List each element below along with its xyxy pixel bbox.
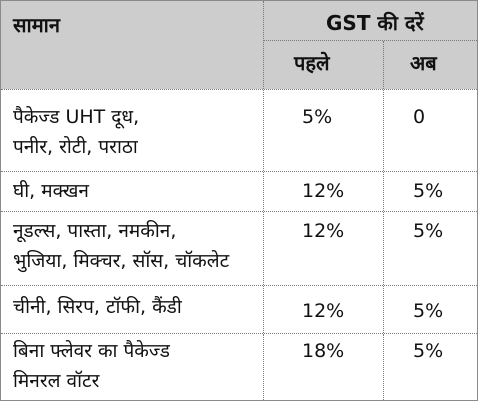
- item-cell: पैकेज्ड UHT दूध, पनीर, रोटी, पराठा: [1, 90, 264, 171]
- table-row: घी, मक्खन 12% 5%: [1, 171, 477, 211]
- header-now-cell: अब: [384, 41, 477, 89]
- now-rate-cell: 5%: [384, 172, 477, 211]
- now-rate: 5%: [413, 220, 444, 242]
- table-row: चीनी, सिरप, टॉफी, कैंडी 12% 5%: [1, 285, 477, 333]
- item-text: पैकेज्ड UHT दूध, पनीर, रोटी, पराठा: [13, 102, 261, 162]
- header-item-cell: सामान: [1, 1, 264, 89]
- before-rate: 18%: [302, 340, 345, 362]
- item-line-1: नूडल्स, पास्ता, नमकीन,: [13, 220, 177, 242]
- header-gst-cell: GST की दरें: [264, 1, 477, 41]
- item-text: बिना फ्लेवर का पैकेज्ड मिनरल वॉटर: [13, 336, 261, 396]
- before-rate-cell: 18%: [264, 334, 384, 400]
- now-rate: 0: [413, 106, 426, 128]
- item-text: चीनी, सिरप, टॉफी, कैंडी: [13, 292, 261, 322]
- item-line-1: चीनी, सिरप, टॉफी, कैंडी: [13, 296, 182, 318]
- item-cell: नूडल्स, पास्ता, नमकीन, भुजिया, मिक्चर, स…: [1, 212, 264, 285]
- item-text: नूडल्स, पास्ता, नमकीन, भुजिया, मिक्चर, स…: [13, 216, 261, 276]
- header-gst-title: GST की दरें: [326, 11, 424, 35]
- now-rate: 5%: [413, 340, 444, 362]
- item-cell: चीनी, सिरप, टॉफी, कैंडी: [1, 286, 264, 333]
- table-header: सामान GST की दरें पहले अब: [1, 1, 477, 89]
- table-row: बिना फ्लेवर का पैकेज्ड मिनरल वॉटर 18% 5%: [1, 333, 477, 400]
- before-rate-cell: 12%: [264, 212, 384, 285]
- item-line-1: बिना फ्लेवर का पैकेज्ड: [13, 340, 170, 362]
- item-line-1: पैकेज्ड UHT दूध,: [13, 106, 140, 128]
- header-now-label: अब: [410, 51, 437, 75]
- item-cell: बिना फ्लेवर का पैकेज्ड मिनरल वॉटर: [1, 334, 264, 400]
- item-text: घी, मक्खन: [13, 176, 261, 206]
- table-row: पैकेज्ड UHT दूध, पनीर, रोटी, पराठा 5% 0: [1, 89, 477, 171]
- before-rate: 12%: [302, 180, 345, 202]
- now-rate: 5%: [413, 180, 444, 202]
- now-rate-cell: 5%: [384, 212, 477, 285]
- item-line-2: भुजिया, मिक्चर, सॉस, चॉकलेट: [13, 250, 230, 272]
- item-line-1: घी, मक्खन: [13, 180, 89, 202]
- now-rate-cell: 0: [384, 90, 477, 171]
- header-before-label: पहले: [294, 51, 330, 75]
- before-rate: 12%: [302, 300, 345, 322]
- item-line-2: मिनरल वॉटर: [13, 370, 100, 392]
- item-line-2: पनीर, रोटी, पराठा: [13, 136, 138, 158]
- table-row: नूडल्स, पास्ता, नमकीन, भुजिया, मिक्चर, स…: [1, 211, 477, 285]
- now-rate-cell: 5%: [384, 334, 477, 400]
- before-rate: 12%: [302, 220, 345, 242]
- now-rate-cell: 5%: [384, 286, 477, 333]
- header-before-cell: पहले: [264, 41, 384, 89]
- now-rate: 5%: [413, 300, 444, 322]
- before-rate: 5%: [302, 106, 333, 128]
- before-rate-cell: 12%: [264, 172, 384, 211]
- before-rate-cell: 12%: [264, 286, 384, 333]
- before-rate-cell: 5%: [264, 90, 384, 171]
- item-cell: घी, मक्खन: [1, 172, 264, 211]
- header-item-label: सामान: [13, 13, 60, 37]
